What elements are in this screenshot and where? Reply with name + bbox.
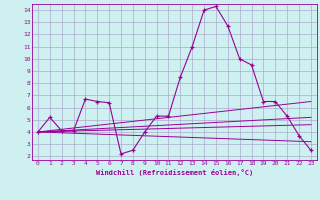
X-axis label: Windchill (Refroidissement éolien,°C): Windchill (Refroidissement éolien,°C) bbox=[96, 169, 253, 176]
